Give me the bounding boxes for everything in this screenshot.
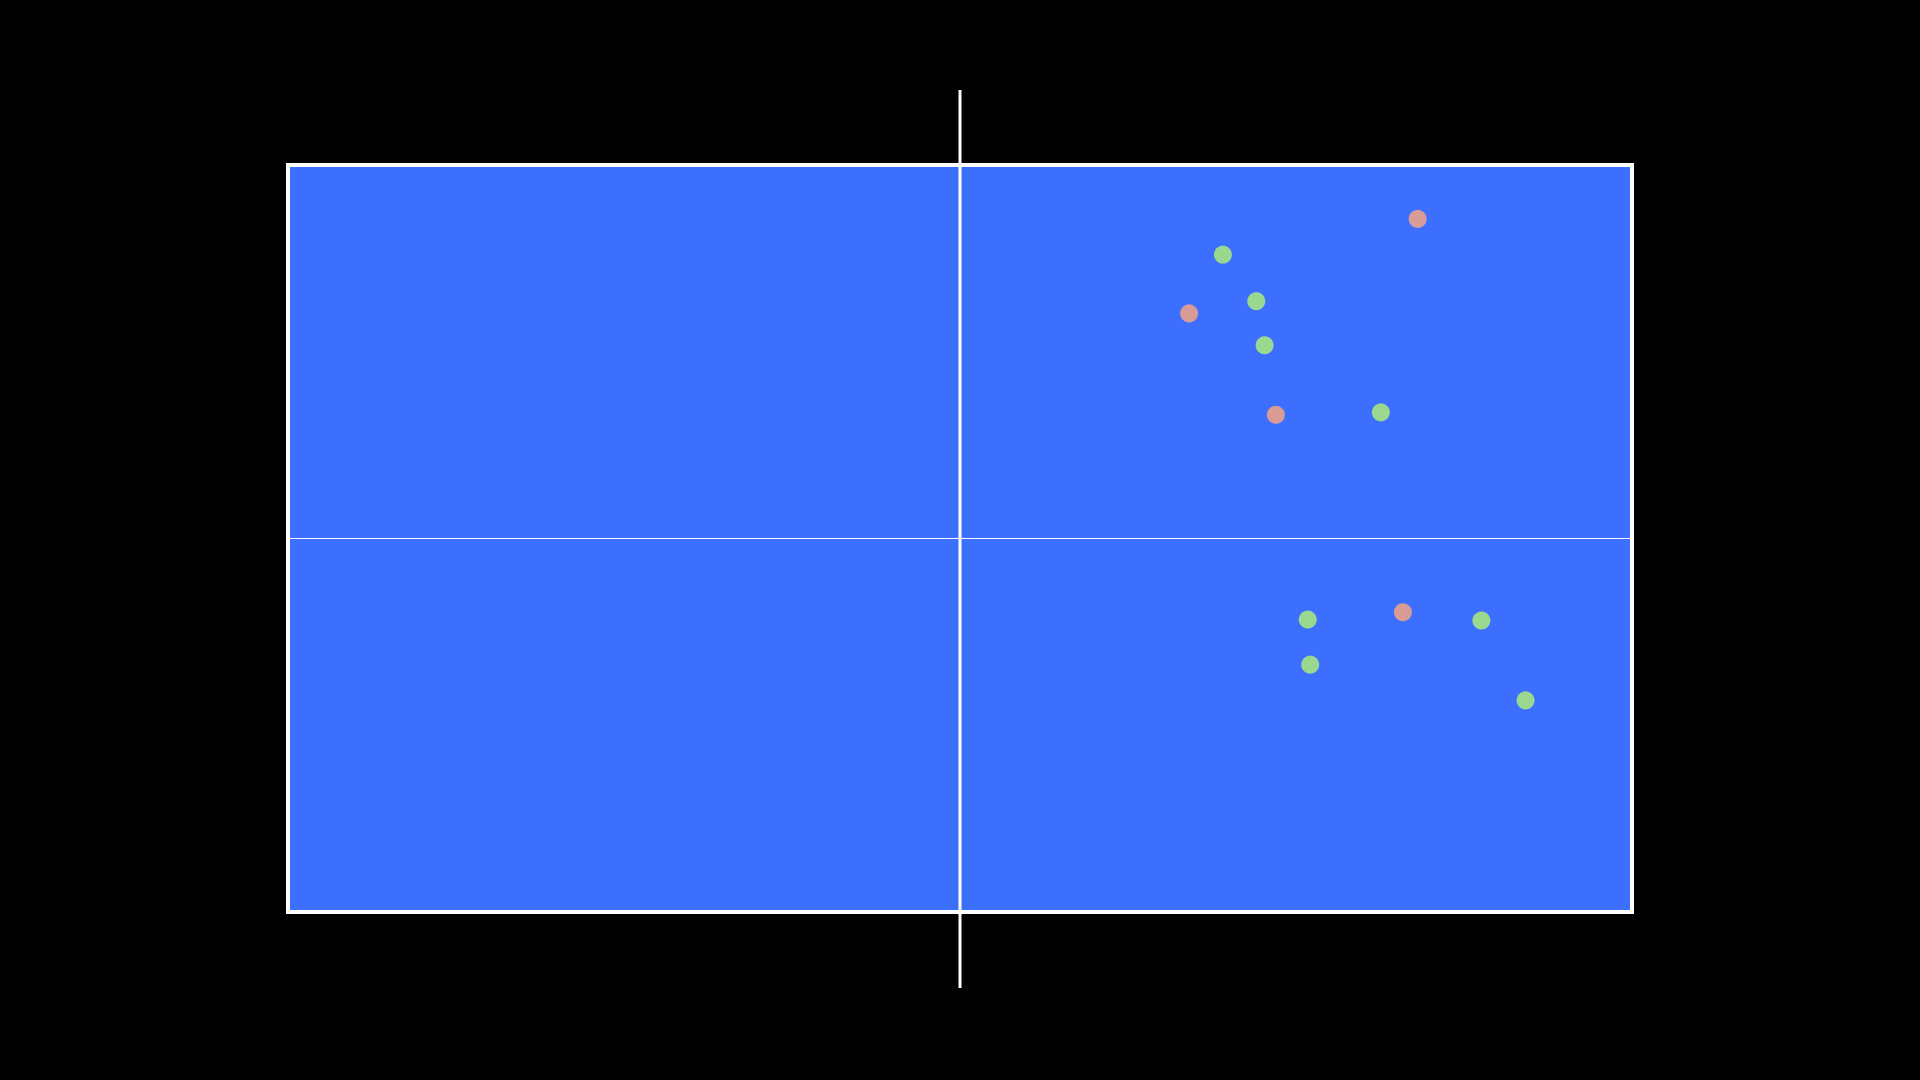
ball-point [1408,209,1427,228]
ball-point [1393,603,1412,622]
ball-point [1516,691,1535,710]
ball-point [1472,611,1491,630]
ball-point [1213,245,1232,264]
ball-point [1180,304,1199,323]
ball-marks [1180,209,1535,710]
table [286,90,1634,988]
ball-point [1266,405,1285,424]
ball-point [1301,655,1320,674]
ball-point [1371,403,1390,422]
ball-point [1255,336,1274,355]
ball-point [1247,292,1266,311]
ball-point [1298,610,1317,629]
